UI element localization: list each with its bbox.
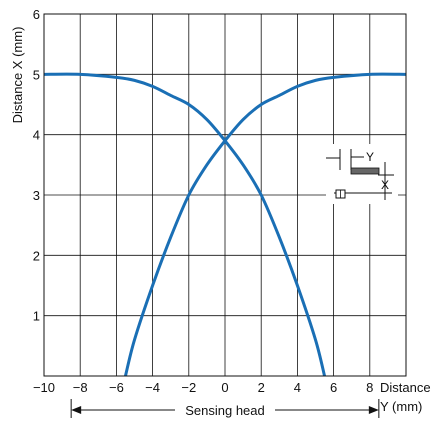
x-tick-label: 6 xyxy=(330,380,337,395)
x-tick-label: −10 xyxy=(33,380,55,395)
x-tick-label: 8 xyxy=(366,380,373,395)
x-tick-label: −8 xyxy=(73,380,88,395)
x-tick-label: 0 xyxy=(221,380,228,395)
y-tick-label: 2 xyxy=(33,248,40,263)
series-line-2 xyxy=(123,72,407,377)
x-tick-label: −2 xyxy=(181,380,196,395)
y-axis-label: Distance X (mm) xyxy=(10,27,25,124)
x-tick-labels: −10 −8 −6 −4 −2 0 2 4 6 8 xyxy=(33,380,373,395)
y-tick-label: 5 xyxy=(33,67,40,82)
y-tick-label: 1 xyxy=(33,309,40,324)
x-tick-label: −4 xyxy=(145,380,160,395)
x-tick-label: 2 xyxy=(258,380,265,395)
x-tick-label: 4 xyxy=(294,380,301,395)
x-axis-label-line2: Y (mm) xyxy=(380,399,422,414)
plot-frame xyxy=(43,13,407,377)
y-tick-label: 4 xyxy=(33,128,40,143)
x-tick-label: −6 xyxy=(109,380,124,395)
inset-y-label: Y xyxy=(366,150,374,164)
y-tick-label: 3 xyxy=(33,188,40,203)
arrowhead-right-icon xyxy=(368,406,379,414)
sensing-head-annotation: Sensing head xyxy=(70,399,380,418)
y-tick-label: 6 xyxy=(33,7,40,22)
arrowhead-left-icon xyxy=(71,406,82,414)
sensing-head-label: Sensing head xyxy=(185,403,265,418)
inset-diagram: Y X xyxy=(326,144,398,204)
series-line-1 xyxy=(43,72,327,377)
x-axis-label-line1: Distance xyxy=(380,380,431,395)
target-object-icon xyxy=(350,167,380,175)
y-tick-labels: 1 2 3 4 5 6 xyxy=(33,7,40,324)
inset-x-label: X xyxy=(381,178,389,192)
series-lines xyxy=(43,72,407,377)
